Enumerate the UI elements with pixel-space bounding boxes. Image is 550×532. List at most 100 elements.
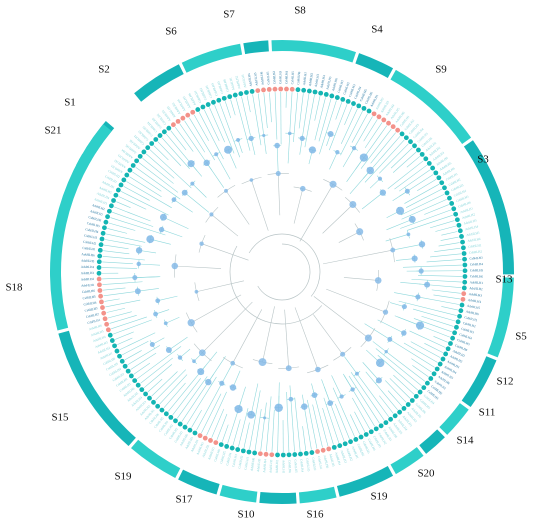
tip-marker [381,117,387,123]
bootstrap-node [285,365,292,372]
tip-marker [378,423,384,429]
terminal-branch [313,390,329,447]
leaf-label: CsbHLH5 [153,416,165,429]
leaf-label: AdsHLH5 [253,72,259,86]
internal-branch [362,362,380,381]
tip-marker [139,387,145,393]
leaf-label: CsbHLH1 [399,114,411,127]
bootstrap-node [219,380,225,386]
leaf-label: AdsHLH6 [101,180,115,190]
leaf-label: AdsHLH3 [241,74,248,88]
leaf-label: CsbHLH4 [367,438,377,452]
leaf-label: AdsHLH5 [90,329,104,337]
terminal-branch [421,315,454,327]
bootstrap-node [374,277,382,284]
internal-branch [331,375,342,397]
leaf-label: AdsHLH1 [369,94,379,108]
clade-label: S3 [477,154,489,166]
leaf-label: AdsHLH3 [95,340,109,349]
tip-marker [403,135,409,141]
tip-marker [444,190,450,196]
terminal-branch [294,397,301,452]
terminal-branch [312,404,323,448]
clade-label: S19 [370,491,388,503]
leaf-label: AdsHLH5 [392,422,403,435]
leaf-label: AdsHLH4 [334,452,342,466]
terminal-branch [107,311,132,319]
leaf-label: CsbHLH4 [225,452,233,466]
leaf-label: CsbHLH5 [293,459,298,473]
internal-branch [392,190,408,201]
leaf-label: AdsHLH3 [171,102,182,116]
leaf-label: CsbHLH6 [148,412,160,425]
terminal-branch [132,171,162,192]
tip-marker [430,165,436,171]
tip-marker [141,149,147,155]
bootstrap-node [418,241,426,248]
leaf-label: CsbHLH5 [470,268,484,272]
tip-marker [149,141,155,146]
internal-branch [184,192,210,213]
terminal-branch [124,350,142,361]
clade-label: S21 [44,125,61,137]
tip-marker [192,430,198,436]
leaf-label: CsbHLH1 [317,456,324,470]
tip-marker [235,447,241,452]
deep-branch [211,214,239,237]
terminal-branch [102,281,143,285]
internal-branch [138,263,161,266]
terminal-branch [293,92,298,143]
leaf-label: CsbHLH4 [158,420,169,433]
tip-marker [315,449,320,454]
tip-marker [461,285,467,291]
tip-marker [96,270,102,276]
bootstrap-node [350,387,355,392]
terminal-branch [271,409,275,452]
tip-marker [113,192,119,198]
terminal-branch [206,391,227,436]
tip-marker [413,393,419,399]
leaf-label: CsbHLH4 [470,262,484,267]
tip-marker [448,341,453,346]
terminal-branch [418,275,462,277]
bootstrap-node [288,396,294,402]
leaf-label: CsbHLH3 [348,83,357,97]
terminal-branch [289,92,293,133]
terminal-branch [140,357,173,384]
deep-branch [232,309,263,364]
deep-branch [299,184,334,242]
terminal-branch [102,256,145,261]
bootstrap-node [194,289,199,294]
leaf-label: AdsHLH4 [385,103,396,117]
deep-branch [343,277,379,281]
tip-marker [111,198,116,203]
bootstrap-node [165,347,172,354]
tip-marker [388,416,393,422]
terminal-branch [103,250,130,255]
terminal-branch [230,99,236,116]
terminal-branch [269,92,272,123]
tip-marker [454,324,459,330]
tip-marker [185,112,191,118]
clade-ring-segment [243,40,269,55]
terminal-branch [119,332,156,351]
tip-marker [112,343,117,349]
leaf-label: AdsHLH6 [323,455,330,469]
leaf-label: CsbHLH4 [284,70,288,84]
leaf-label: AdsHLH3 [432,150,445,161]
clade-ring-segment [355,53,394,78]
terminal-branch [114,331,134,340]
tip-marker [261,87,266,93]
tip-marker [462,262,468,268]
leaf-label: AdsHLH6 [179,433,189,447]
bootstrap-node [149,341,155,347]
bootstrap-node [229,384,237,391]
tip-marker [303,450,309,456]
tip-marker [98,293,104,299]
clade-ring-segment [487,277,514,358]
bootstrap-node [136,261,141,267]
tip-marker [109,338,115,343]
leaf-label: CsbHLH2 [199,87,208,101]
tip-marker [450,335,456,341]
terminal-branch [429,220,455,229]
